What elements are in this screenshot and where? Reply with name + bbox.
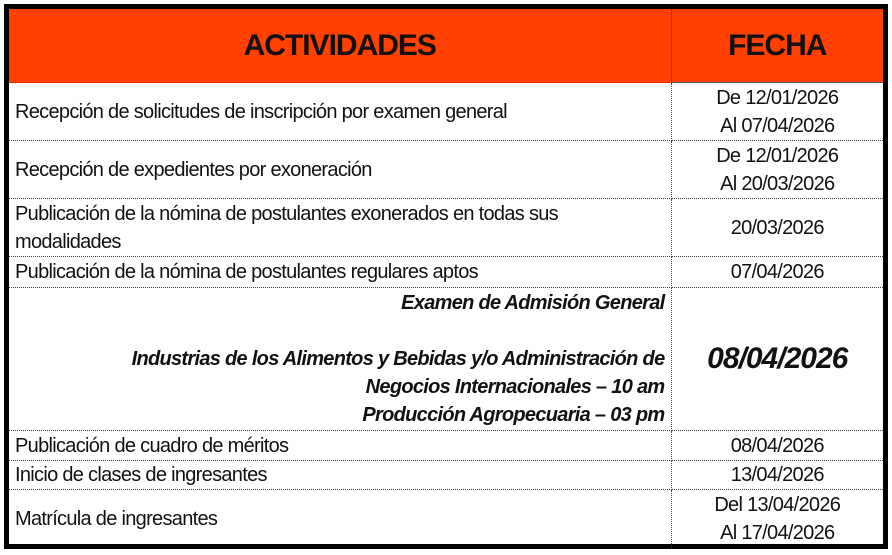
activity-cell: Publicación de cuadro de méritos <box>9 430 672 461</box>
date-cell: De 12/01/2026 Al 20/03/2026 <box>670 140 883 199</box>
table-row: Recepción de solicitudes de inscripción … <box>9 82 883 141</box>
header-activities: ACTIVIDADES <box>9 9 672 83</box>
exam-activity-cell: Examen de Admisión General Industrias de… <box>9 287 672 431</box>
date-start: Del 13/04/2026 <box>714 493 841 516</box>
schedule-table-frame: ACTIVIDADES FECHA Recepción de solicitud… <box>4 4 888 549</box>
exam-title: Examen de Admisión General <box>401 292 665 314</box>
header-row: ACTIVIDADES FECHA <box>9 9 883 83</box>
schedule-table: ACTIVIDADES FECHA Recepción de solicitud… <box>9 9 883 548</box>
date-cell: 08/04/2026 <box>670 430 883 461</box>
date-end: Al 07/04/2026 <box>720 114 835 137</box>
table-row-exam: Examen de Admisión General Industrias de… <box>9 287 883 431</box>
exam-schedule-1: Industrias de los Alimentos y Bebidas y/… <box>131 348 666 398</box>
activity-cell: Recepción de expedientes por exoneración <box>9 140 672 199</box>
date-start: De 12/01/2026 <box>716 144 839 167</box>
table-row: Publicación de la nómina de postulantes … <box>9 256 883 288</box>
date-start: De 12/01/2026 <box>716 86 839 109</box>
date-cell: De 12/01/2026 Al 07/04/2026 <box>670 82 883 141</box>
table-row: Inicio de clases de ingresantes 13/04/20… <box>9 460 883 490</box>
table-row: Publicación de cuadro de méritos 08/04/2… <box>9 430 883 461</box>
activity-cell: Publicación de la nómina de postulantes … <box>9 256 672 288</box>
date-cell: 07/04/2026 <box>670 256 883 288</box>
activity-cell: Inicio de clases de ingresantes <box>9 460 672 490</box>
date-cell: 20/03/2026 <box>670 198 883 257</box>
table-row: Recepción de expedientes por exoneración… <box>9 140 883 199</box>
activity-cell: Matrícula de ingresantes <box>9 489 672 548</box>
date-end: Al 20/03/2026 <box>720 172 835 195</box>
table-row: Publicación de la nómina de postulantes … <box>9 198 883 257</box>
exam-schedule-2: Producción Agropecuaria – 03 pm <box>362 404 665 426</box>
activity-cell: Publicación de la nómina de postulantes … <box>9 198 672 257</box>
activity-cell: Recepción de solicitudes de inscripción … <box>9 82 672 141</box>
date-cell: 13/04/2026 <box>670 460 883 490</box>
exam-date-cell: 08/04/2026 <box>670 287 883 431</box>
date-cell: Del 13/04/2026 Al 17/04/2026 <box>670 489 883 548</box>
table-row: Matrícula de ingresantes Del 13/04/2026 A… <box>9 489 883 548</box>
date-end: Al 17/04/2026 <box>720 521 835 544</box>
header-date: FECHA <box>671 9 883 83</box>
